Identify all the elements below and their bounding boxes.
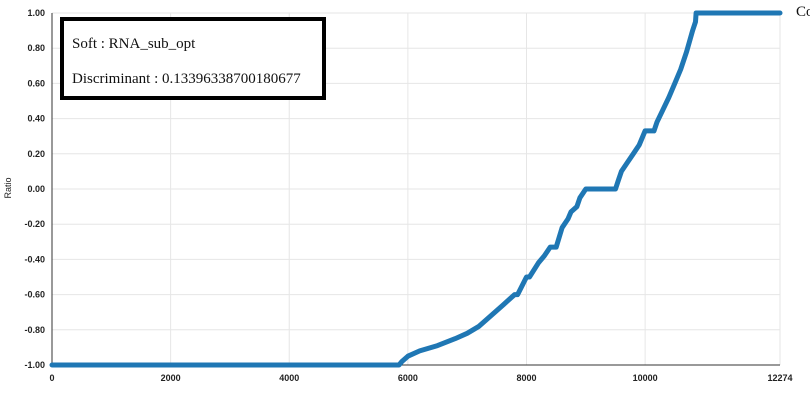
series-layer: [49, 10, 783, 368]
ratio-series-line: [49, 10, 783, 368]
y-tick-label: 0.00: [27, 184, 45, 194]
x-tick-label: 8000: [516, 373, 536, 383]
y-tick-label: -1.00: [24, 360, 45, 370]
y-tick-label: 1.00: [27, 8, 45, 18]
x-tick-label: 2000: [161, 373, 181, 383]
x-tick-label: 0: [49, 373, 54, 383]
y-tick-label: -0.40: [24, 254, 45, 264]
info-box-frame: [60, 17, 326, 100]
x-tick-label: 12274: [767, 373, 792, 383]
y-tick-label: -0.80: [24, 325, 45, 335]
discriminant-label: Discriminant : 0.13396338700180677: [72, 71, 301, 87]
x-tick-label: 4000: [279, 373, 299, 383]
info-box: Soft : RNA_sub_opt Discriminant : 0.1339…: [60, 17, 326, 100]
y-tick-label: 0.20: [27, 149, 45, 159]
y-tick-label: 0.40: [27, 114, 45, 124]
y-tick-label: -0.60: [24, 290, 45, 300]
x-tick-label: 10000: [633, 373, 658, 383]
label-layer: -1.00 -0.80 -0.60 -0.40 -0.20 0.00 0.20 0.40 0.6…: [24, 8, 792, 383]
x-tick-label: 6000: [398, 373, 418, 383]
y-tick-label: -0.20: [24, 219, 45, 229]
soft-label: Soft : RNA_sub_opt: [72, 36, 196, 52]
y-tick-label: 0.60: [27, 78, 45, 88]
y-tick-label: 0.80: [27, 43, 45, 53]
y-axis-label: Ratio: [3, 177, 13, 198]
legend-label: Co: [796, 4, 810, 20]
